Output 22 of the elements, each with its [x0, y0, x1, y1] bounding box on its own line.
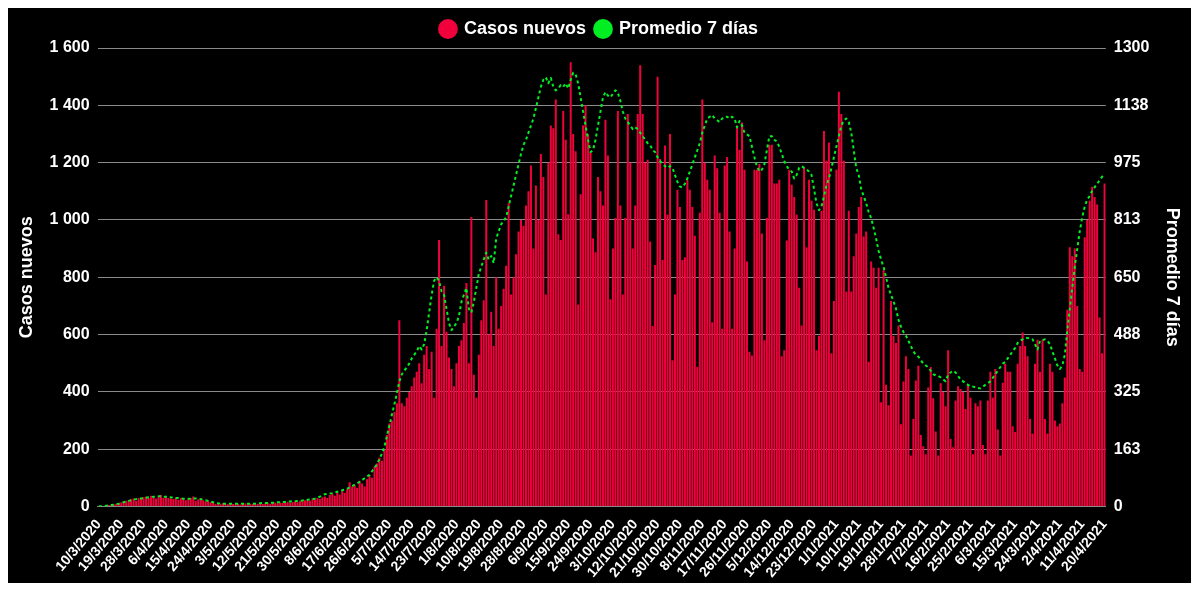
- y-tick-label: 400: [62, 382, 90, 400]
- y2-tick-label: 325: [1113, 382, 1141, 400]
- y-tick-label: 1 200: [49, 153, 90, 171]
- y-tick-label: 200: [62, 439, 90, 457]
- y-tick-label: 1 600: [49, 38, 90, 56]
- y2-tick-label: 0: [1113, 496, 1123, 514]
- y2-axis-title: Promedio 7 días: [1163, 207, 1184, 347]
- y-tick-label: 600: [62, 324, 90, 342]
- y2-tick-label: 975: [1113, 153, 1141, 171]
- y-axis-title: Casos nuevos: [15, 216, 36, 339]
- y2-tick-label: 650: [1113, 267, 1141, 285]
- y-tick-label: 0: [80, 496, 90, 514]
- y2-tick-label: 488: [1113, 324, 1141, 342]
- legend-label: Promedio 7 días: [619, 17, 759, 38]
- legend-label: Casos nuevos: [463, 17, 586, 38]
- y-tick-label: 1 400: [49, 95, 90, 113]
- y2-tick-label: 1138: [1113, 95, 1149, 113]
- y-tick-label: 800: [62, 267, 90, 285]
- y2-tick-label: 1300: [1113, 38, 1150, 56]
- y2-tick-label: 163: [1113, 439, 1141, 457]
- y-tick-label: 1 000: [49, 210, 90, 228]
- y2-tick-label: 813: [1113, 210, 1141, 228]
